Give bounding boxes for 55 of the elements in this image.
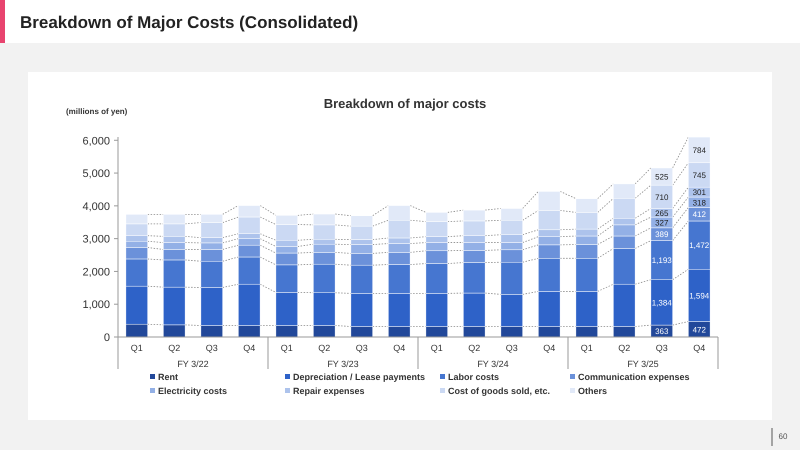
data-label: 389 bbox=[655, 230, 669, 240]
legend-label: Electricity costs bbox=[158, 386, 228, 396]
x-tick-label: Q1 bbox=[580, 343, 593, 353]
data-label: 745 bbox=[692, 170, 706, 180]
legend-label: Rent bbox=[158, 372, 178, 382]
data-label: 318 bbox=[692, 198, 706, 208]
x-tick-label: Q1 bbox=[130, 343, 143, 353]
legend-label: Cost of goods sold, etc. bbox=[448, 386, 550, 396]
text: FY 3/25 bbox=[627, 359, 659, 369]
data-label: 265 bbox=[655, 208, 669, 218]
data-label: 472 bbox=[692, 325, 706, 334]
x-tick-label: Q3 bbox=[656, 343, 668, 353]
y-tick-label: 1,000 bbox=[82, 299, 110, 312]
x-tick-label: Q4 bbox=[243, 343, 256, 353]
x-tick-label: Q4 bbox=[393, 343, 406, 353]
data-label: 1,594 bbox=[689, 291, 710, 300]
y-tick-label: 2,000 bbox=[82, 266, 110, 278]
y-tick-label: 5,000 bbox=[82, 168, 110, 180]
data-label: 363 bbox=[655, 327, 669, 336]
text: FY 3/24 bbox=[477, 359, 509, 369]
x-tick-label: Q3 bbox=[356, 343, 368, 353]
y-tick-label: 0 bbox=[104, 332, 110, 344]
data-label: 1,472 bbox=[689, 241, 710, 250]
x-tick-label: Q2 bbox=[168, 343, 180, 353]
data-label: 710 bbox=[655, 192, 669, 202]
legend-label: Others bbox=[578, 386, 608, 396]
x-tick-label: Q1 bbox=[430, 343, 443, 353]
legend-label: Repair expenses bbox=[293, 386, 365, 396]
chart-subtitle: Breakdown of major costs bbox=[324, 96, 486, 111]
y-tick-label: 6,000 bbox=[82, 135, 110, 148]
y-tick-label: 3,000 bbox=[82, 234, 110, 246]
data-label: 784 bbox=[692, 146, 706, 155]
x-tick-label: Q4 bbox=[543, 343, 556, 353]
x-tick-label: Q3 bbox=[206, 343, 218, 353]
text: 60 bbox=[778, 432, 788, 441]
x-tick-label: Q3 bbox=[506, 343, 518, 353]
data-label: 301 bbox=[692, 188, 706, 198]
x-tick-label: Q4 bbox=[693, 343, 706, 353]
data-label: 1,193 bbox=[652, 256, 672, 266]
x-tick-label: Q1 bbox=[280, 343, 293, 353]
text: FY 3/23 bbox=[327, 359, 359, 369]
data-label: 327 bbox=[655, 218, 669, 228]
data-label: 1,384 bbox=[652, 298, 672, 308]
chart-title: Breakdown of Major Costs (Consolidated) bbox=[20, 13, 358, 32]
x-tick-label: Q2 bbox=[618, 343, 630, 353]
data-label: 525 bbox=[655, 172, 669, 182]
y-tick-label: 4,000 bbox=[82, 200, 110, 213]
legend-label: Communication expenses bbox=[578, 372, 690, 382]
text: FY 3/22 bbox=[177, 359, 209, 369]
y-axis-title: (millions of yen) bbox=[66, 107, 128, 116]
data-label: 412 bbox=[692, 210, 706, 220]
legend-label: Depreciation / Lease payments bbox=[293, 372, 426, 382]
legend-label: Labor costs bbox=[448, 372, 500, 382]
x-tick-label: Q2 bbox=[318, 343, 330, 353]
x-tick-label: Q2 bbox=[468, 343, 480, 353]
